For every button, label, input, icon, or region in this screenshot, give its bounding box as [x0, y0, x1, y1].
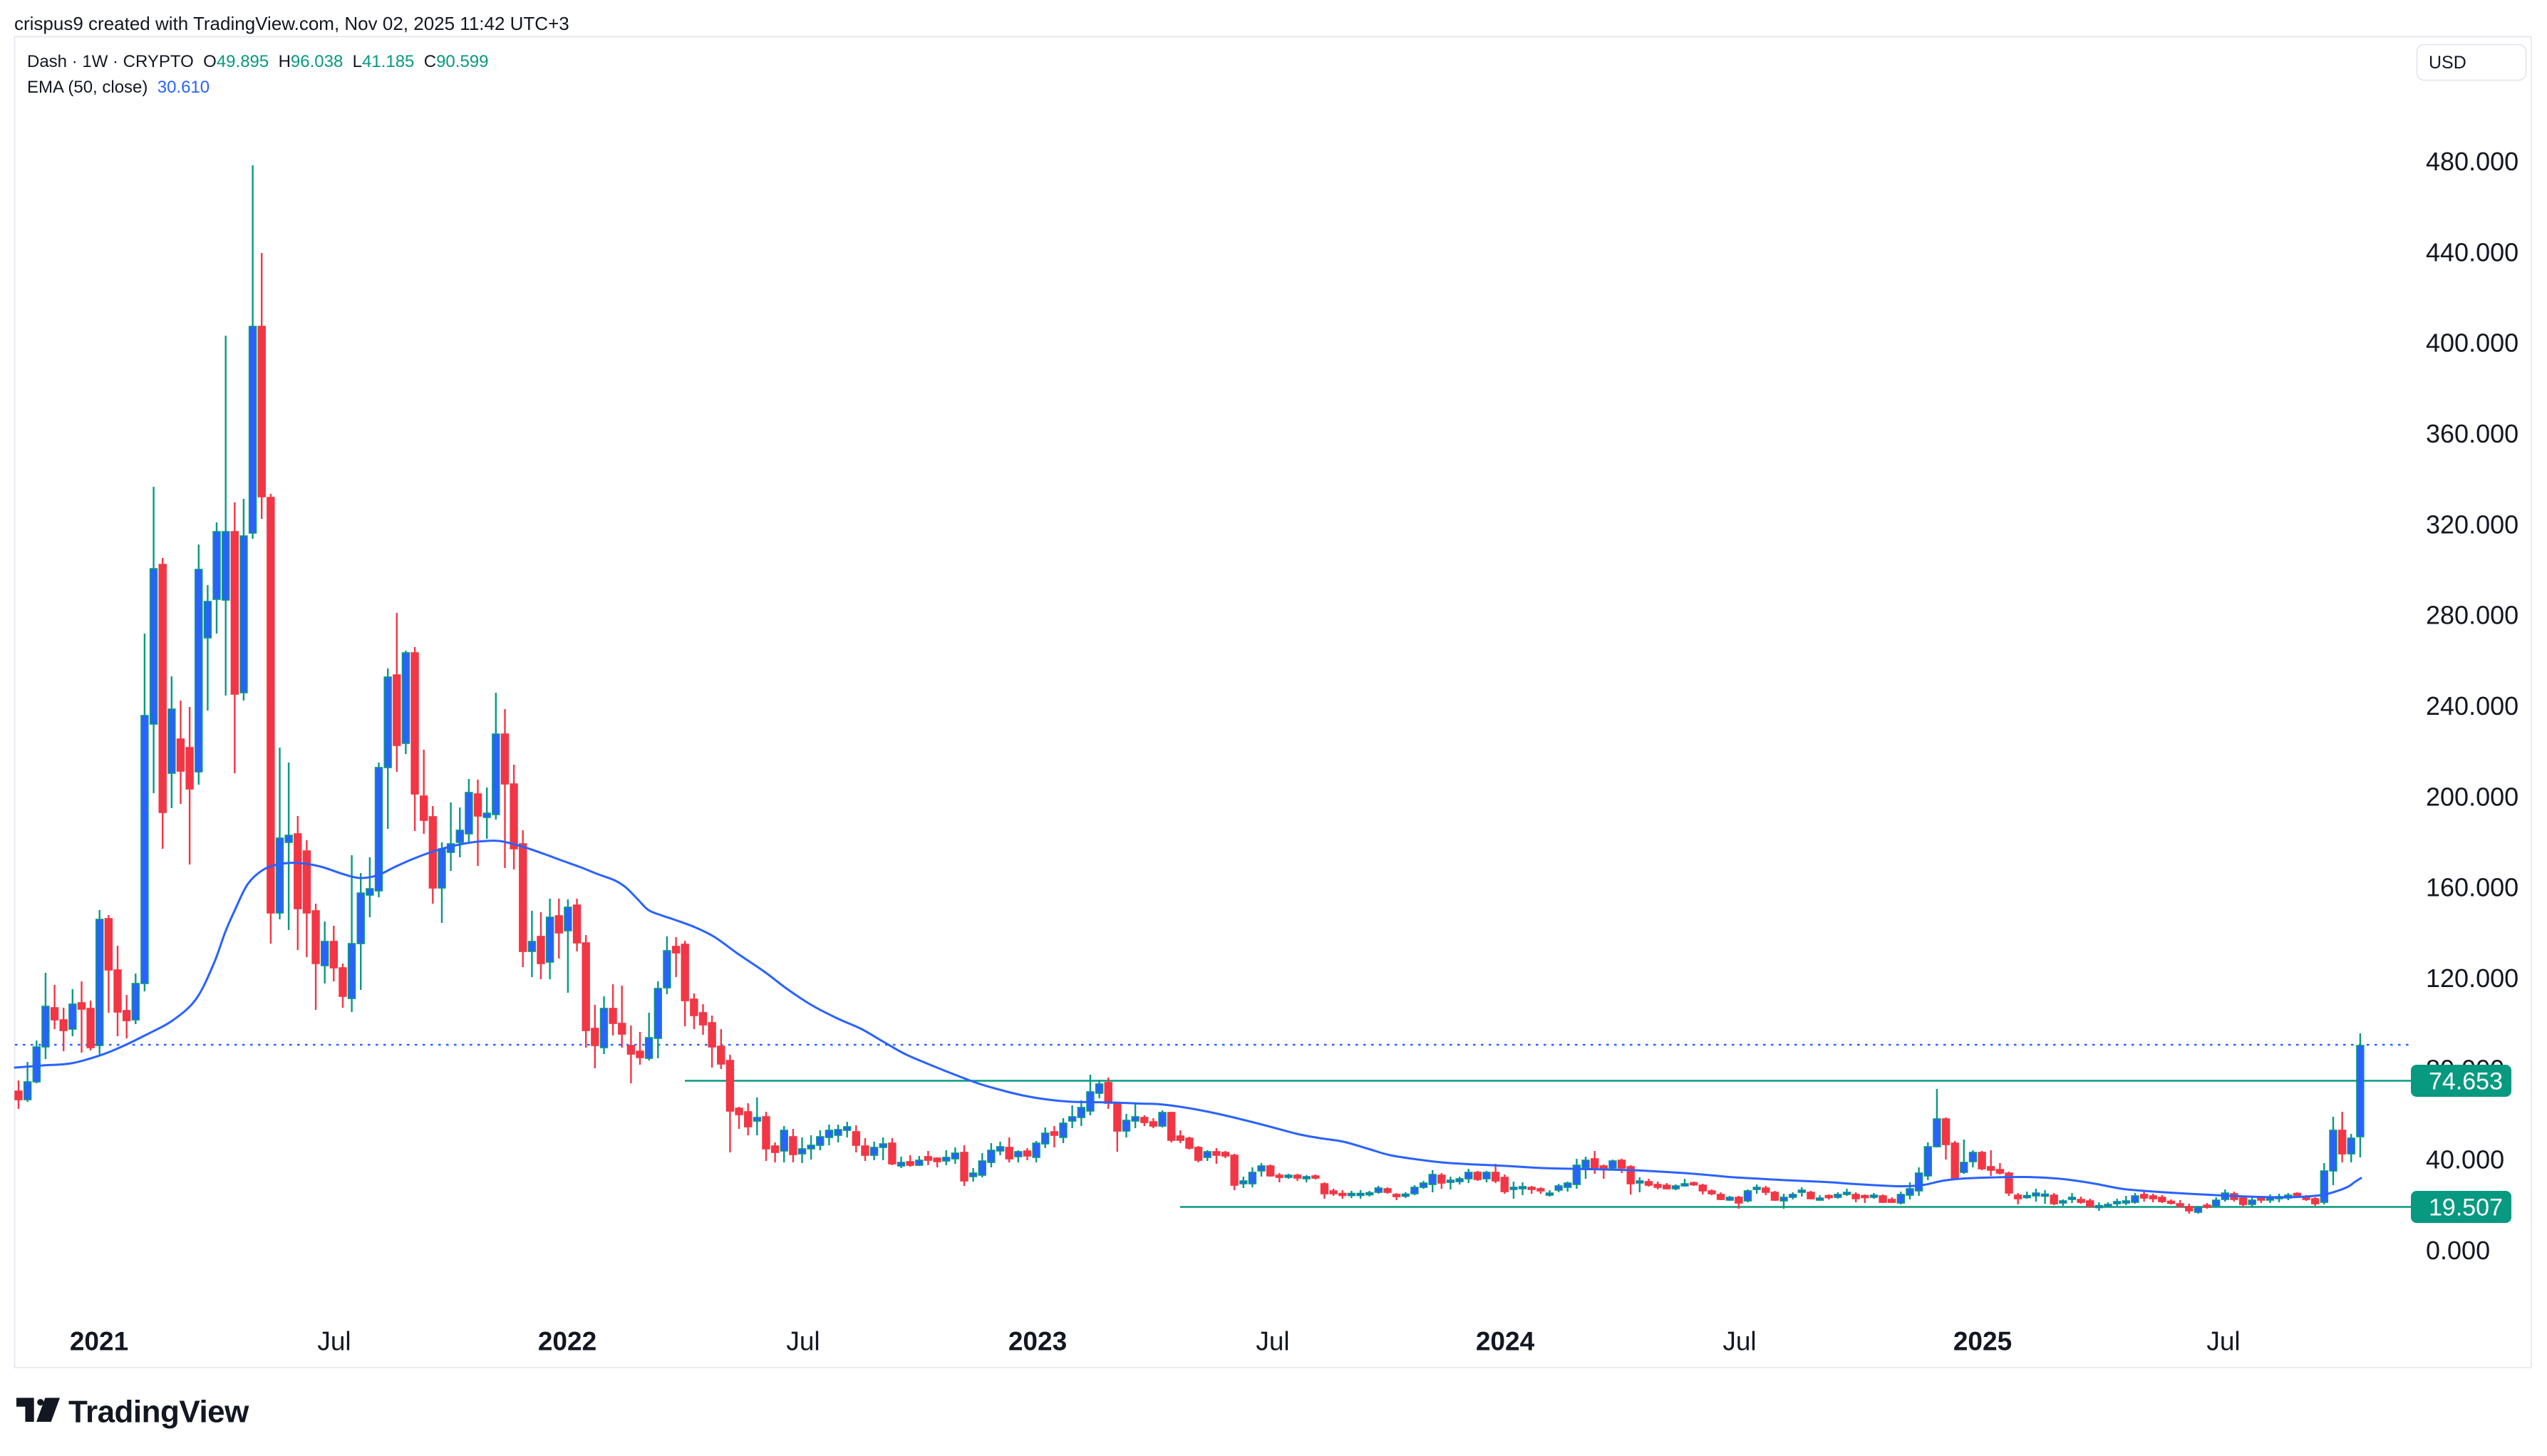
svg-text:Jul: Jul: [786, 1327, 820, 1356]
svg-text:440.000: 440.000: [2426, 237, 2518, 267]
svg-text:Jul: Jul: [317, 1327, 351, 1356]
svg-text:USD: USD: [2429, 53, 2466, 73]
svg-text:0.000: 0.000: [2426, 1236, 2490, 1265]
svg-text:2023: 2023: [1008, 1327, 1067, 1356]
svg-text:2022: 2022: [538, 1327, 596, 1356]
svg-text:TradingView: TradingView: [68, 1395, 249, 1430]
svg-text:Jul: Jul: [1256, 1327, 1289, 1356]
svg-text:Dash · 1W · CRYPTO O49.895 H: Dash · 1W · CRYPTO O49.895 H96.038 L41.1…: [27, 52, 488, 71]
svg-text:2025: 2025: [1953, 1327, 2012, 1356]
svg-text:240.000: 240.000: [2426, 691, 2518, 721]
svg-text:40.000: 40.000: [2426, 1145, 2504, 1174]
svg-text:480.000: 480.000: [2426, 147, 2518, 176]
svg-text:400.000: 400.000: [2426, 329, 2518, 358]
svg-text:360.000: 360.000: [2426, 419, 2518, 448]
svg-text:crispus9 created with TradingV: crispus9 created with TradingView.com, N…: [14, 13, 569, 34]
svg-text:74.653: 74.653: [2429, 1068, 2503, 1095]
svg-text:280.000: 280.000: [2426, 601, 2518, 630]
svg-text:320.000: 320.000: [2426, 510, 2518, 539]
svg-text:120.000: 120.000: [2426, 964, 2518, 993]
svg-text:160.000: 160.000: [2426, 873, 2518, 902]
svg-text:Jul: Jul: [1722, 1327, 1756, 1356]
svg-text:19.507: 19.507: [2429, 1194, 2503, 1222]
svg-text:EMA (50, close) 30.610: EMA (50, close) 30.610: [27, 78, 210, 97]
svg-text:Jul: Jul: [2206, 1327, 2240, 1356]
svg-text:200.000: 200.000: [2426, 782, 2518, 811]
svg-text:2021: 2021: [70, 1327, 128, 1356]
svg-text:2024: 2024: [1476, 1327, 1535, 1356]
